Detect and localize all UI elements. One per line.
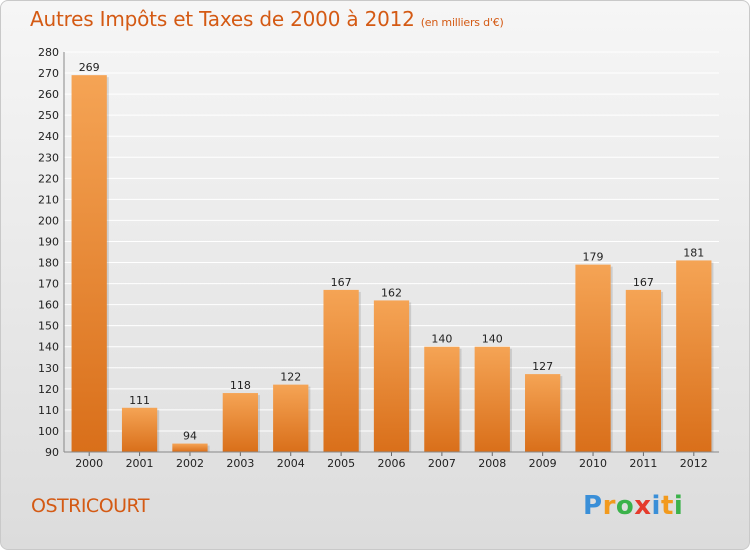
logo-letter: o [615, 491, 635, 521]
y-tick-label: 280 [38, 46, 59, 59]
bar-value-label: 167 [331, 276, 352, 289]
y-tick-label: 130 [38, 362, 59, 375]
x-tick-label: 2010 [579, 457, 607, 470]
bar [222, 393, 258, 452]
logo-letter: x [634, 491, 652, 521]
bar-value-label: 162 [381, 286, 402, 299]
y-tick-label: 210 [38, 193, 59, 206]
logo-letter: r [602, 491, 616, 521]
bar [71, 75, 107, 452]
x-tick-label: 2006 [378, 457, 406, 470]
bar-value-label: 118 [230, 379, 251, 392]
logo-letter: i [651, 491, 661, 521]
proxiti-logo: Proxiti [583, 491, 683, 521]
logo-letter: t [660, 491, 674, 521]
x-tick-label: 2000 [75, 457, 103, 470]
bar-value-label: 179 [583, 251, 604, 264]
bar-value-label: 111 [129, 394, 150, 407]
bar [373, 300, 410, 452]
y-tick-label: 120 [38, 383, 59, 396]
bar-value-label: 140 [482, 333, 503, 346]
y-tick-label: 180 [38, 257, 59, 270]
bar-value-label: 269 [79, 61, 100, 74]
title-text: Autres Impôts et Taxes de 2000 à 2012 [30, 7, 415, 31]
x-tick-label: 2012 [680, 457, 708, 470]
bar [424, 346, 460, 452]
bar [323, 289, 359, 452]
bar-value-label: 94 [183, 430, 197, 443]
x-tick-label: 2001 [126, 457, 154, 470]
bar-value-label: 122 [280, 371, 301, 384]
bar-value-label: 127 [532, 360, 553, 373]
subtitle-text: (en milliers d'€) [420, 16, 504, 29]
x-tick-label: 2004 [277, 457, 305, 470]
y-tick-label: 260 [38, 88, 59, 101]
bar [525, 374, 561, 452]
bar [474, 346, 510, 452]
y-tick-label: 250 [38, 109, 59, 122]
y-tick-label: 160 [38, 299, 59, 312]
y-tick-label: 100 [38, 425, 59, 438]
bar [172, 443, 208, 452]
y-tick-label: 140 [38, 341, 59, 354]
x-tick-label: 2005 [327, 457, 355, 470]
y-tick-label: 230 [38, 151, 59, 164]
y-tick-label: 240 [38, 130, 59, 143]
y-tick-label: 270 [38, 67, 59, 80]
y-tick-label: 110 [38, 404, 59, 417]
y-tick-label: 220 [38, 172, 59, 185]
chart-title: Autres Impôts et Taxes de 2000 à 2012 (en… [30, 7, 504, 31]
x-tick-label: 2002 [176, 457, 204, 470]
bar-value-label: 167 [633, 276, 654, 289]
y-tick-label: 150 [38, 320, 59, 333]
bar-value-label: 181 [683, 246, 704, 259]
x-tick-label: 2009 [529, 457, 557, 470]
bar-value-label: 140 [431, 333, 452, 346]
bar [575, 264, 611, 452]
x-tick-label: 2003 [226, 457, 254, 470]
y-tick-label: 200 [38, 214, 59, 227]
logo-letter: P [583, 491, 603, 521]
y-tick-label: 190 [38, 235, 59, 248]
bar [676, 260, 712, 452]
commune-name: OSTRICOURT [31, 495, 149, 517]
x-tick-label: 2007 [428, 457, 456, 470]
x-tick-label: 2011 [629, 457, 657, 470]
bar [625, 289, 662, 452]
x-tick-label: 2008 [478, 457, 506, 470]
logo-letter: i [673, 491, 684, 521]
y-tick-label: 90 [45, 446, 59, 459]
bar [273, 384, 309, 452]
bar [121, 407, 158, 452]
y-tick-label: 170 [38, 278, 59, 291]
